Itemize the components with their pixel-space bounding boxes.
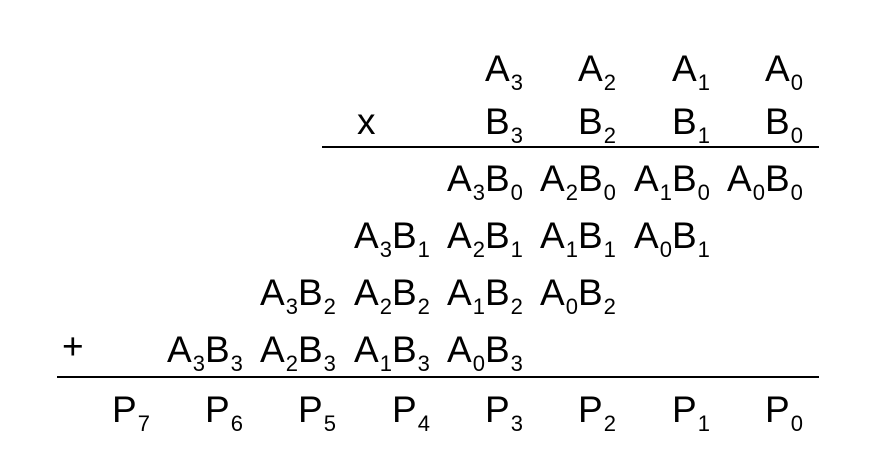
product-bit-p7: P7 — [112, 389, 150, 436]
product-bit-p5: P5 — [298, 389, 336, 436]
product-bit-p4: P4 — [392, 389, 430, 436]
partial-product-0-a2b0: A2B0 — [540, 158, 616, 205]
partial-product-2-a3b2: A3B2 — [260, 272, 336, 319]
product-bit-p3: P3 — [485, 389, 523, 436]
partial-product-2-a1b2: A1B2 — [447, 272, 523, 319]
plus-sign: + — [62, 326, 84, 367]
partial-product-1-a0b1: A0B1 — [634, 215, 710, 262]
multiplicand-term-a1: A1 — [672, 48, 710, 95]
times-sign: x — [357, 101, 376, 142]
product-bit-p0: P0 — [765, 389, 803, 436]
partial-product-2-a2b2: A2B2 — [354, 272, 430, 319]
multiplicand-term-a0: A0 — [765, 48, 803, 95]
multiplicand-term-a3: A3 — [485, 48, 523, 95]
product-bit-p6: P6 — [205, 389, 243, 436]
multiplicand-term-a2: A2 — [578, 48, 616, 95]
partial-product-0-a3b0: A3B0 — [447, 158, 523, 205]
multiplier-term-b3: B3 — [485, 101, 523, 148]
multiplier-term-b0: B0 — [765, 101, 803, 148]
partial-product-0-a1b0: A1B0 — [634, 158, 710, 205]
partial-product-3-a2b3: A2B3 — [260, 329, 336, 376]
multiplier-term-b2: B2 — [578, 101, 616, 148]
partial-product-1-a3b1: A3B1 — [354, 215, 430, 262]
product-bit-p2: P2 — [578, 389, 616, 436]
partial-product-2-a0b2: A0B2 — [540, 272, 616, 319]
sum-underline — [57, 376, 819, 378]
partial-product-3-a1b3: A1B3 — [354, 329, 430, 376]
partial-product-1-a2b1: A2B1 — [447, 215, 523, 262]
partial-product-3-a3b3: A3B3 — [167, 329, 243, 376]
partial-product-1-a1b1: A1B1 — [540, 215, 616, 262]
product-bit-p1: P1 — [672, 389, 710, 436]
partial-product-3-a0b3: A0B3 — [447, 329, 523, 376]
partial-product-0-a0b0: A0B0 — [727, 158, 803, 205]
multiplier-underline — [322, 146, 819, 148]
multiplier-term-b1: B1 — [672, 101, 710, 148]
